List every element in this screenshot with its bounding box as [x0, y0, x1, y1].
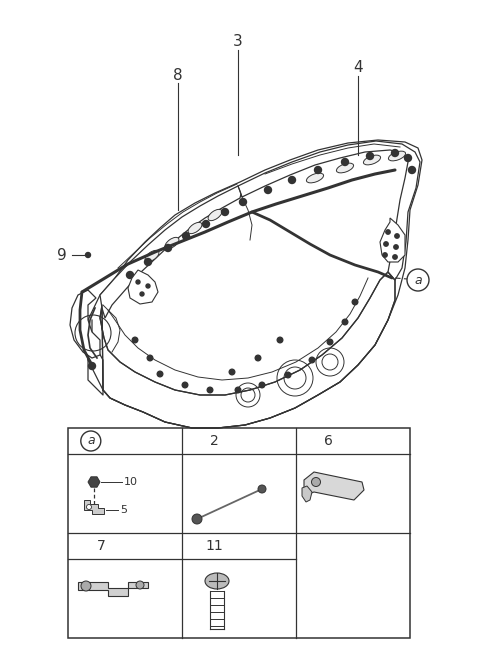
Bar [68, 428, 410, 638]
Circle shape [288, 176, 296, 184]
Circle shape [342, 319, 348, 325]
Ellipse shape [188, 222, 202, 234]
Circle shape [277, 337, 283, 343]
Circle shape [408, 167, 416, 173]
Text: 2: 2 [210, 434, 219, 448]
Circle shape [394, 245, 398, 249]
Ellipse shape [208, 209, 222, 220]
Circle shape [182, 232, 190, 239]
Text: 10: 10 [124, 477, 138, 487]
Text: 7: 7 [96, 539, 105, 553]
Circle shape [327, 339, 333, 345]
Circle shape [405, 155, 411, 161]
Polygon shape [302, 486, 312, 502]
Circle shape [127, 272, 133, 279]
Circle shape [341, 159, 348, 165]
Circle shape [352, 299, 358, 305]
Circle shape [132, 337, 138, 343]
Circle shape [88, 363, 96, 369]
Ellipse shape [363, 155, 381, 165]
Circle shape [81, 431, 101, 451]
Polygon shape [304, 472, 364, 500]
Circle shape [207, 387, 213, 393]
Circle shape [140, 292, 144, 296]
Circle shape [255, 355, 261, 361]
Circle shape [146, 284, 150, 288]
Ellipse shape [306, 173, 324, 183]
Circle shape [285, 372, 291, 378]
Circle shape [312, 478, 321, 487]
Circle shape [182, 382, 188, 388]
Text: 4: 4 [353, 60, 363, 75]
Ellipse shape [336, 163, 354, 173]
Circle shape [147, 355, 153, 361]
Circle shape [192, 514, 202, 524]
Circle shape [259, 382, 265, 388]
Text: 9: 9 [57, 247, 67, 262]
Circle shape [165, 245, 171, 251]
Circle shape [81, 581, 91, 591]
Ellipse shape [205, 573, 229, 589]
Circle shape [240, 199, 247, 205]
Circle shape [221, 209, 228, 216]
Circle shape [393, 255, 397, 259]
Circle shape [309, 358, 315, 363]
Circle shape [136, 581, 144, 589]
Circle shape [157, 371, 163, 377]
Text: a: a [414, 274, 422, 287]
Text: 5: 5 [120, 505, 127, 515]
Circle shape [407, 269, 429, 291]
Circle shape [386, 230, 390, 234]
Circle shape [395, 234, 399, 238]
Polygon shape [238, 141, 420, 280]
Polygon shape [84, 500, 104, 514]
Circle shape [367, 152, 373, 159]
Text: 6: 6 [324, 434, 333, 448]
Circle shape [229, 369, 235, 375]
Polygon shape [70, 290, 100, 358]
Polygon shape [380, 218, 405, 262]
Text: a: a [87, 434, 95, 447]
Circle shape [392, 150, 398, 157]
Circle shape [314, 167, 322, 173]
Text: 3: 3 [233, 35, 243, 49]
Circle shape [136, 280, 140, 284]
Polygon shape [78, 582, 148, 596]
Circle shape [144, 258, 152, 266]
Circle shape [383, 253, 387, 257]
Ellipse shape [165, 237, 179, 249]
Polygon shape [100, 272, 395, 428]
Ellipse shape [145, 251, 159, 262]
Circle shape [264, 186, 272, 194]
Text: 11: 11 [206, 539, 224, 553]
Circle shape [384, 242, 388, 246]
Circle shape [235, 387, 241, 393]
Text: 8: 8 [173, 68, 183, 83]
Circle shape [203, 220, 209, 228]
Circle shape [85, 253, 91, 258]
Circle shape [86, 504, 92, 510]
Polygon shape [100, 186, 242, 318]
Circle shape [258, 485, 266, 493]
Ellipse shape [388, 151, 406, 161]
Polygon shape [128, 270, 158, 304]
